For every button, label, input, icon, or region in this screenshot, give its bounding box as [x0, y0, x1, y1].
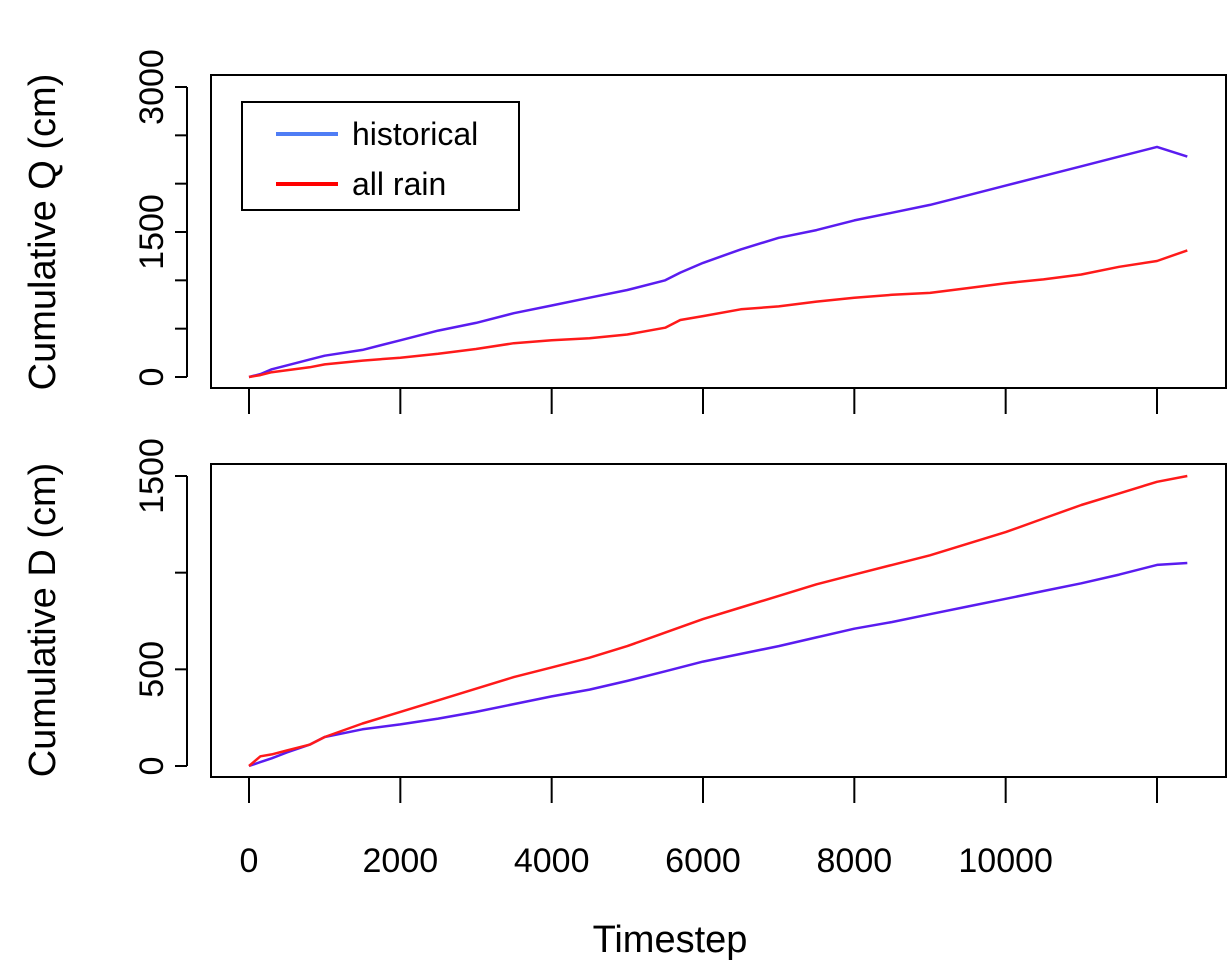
- series-line-historical: [248, 561, 1188, 768]
- x-tick-label: 8000: [817, 842, 893, 880]
- series-line-all-rain: [248, 249, 1188, 379]
- legend: historical all rain: [241, 101, 520, 211]
- top-panel: 0 1500 3000 Cumulative Q (cm) historical all …: [22, 49, 1227, 414]
- y-axis-title: Cumulative Q (cm): [22, 74, 64, 391]
- x-tick-label: 10000: [958, 842, 1053, 880]
- y-tick-label: 3000: [133, 49, 171, 125]
- series-line-all-rain: [248, 474, 1188, 767]
- x-tick-label: 4000: [514, 842, 590, 880]
- x-axis-title: Timestep: [593, 919, 748, 961]
- series-line-historical: [248, 145, 1188, 379]
- legend-label: historical: [352, 116, 478, 152]
- legend-box: [241, 101, 520, 211]
- bottom-panel: 0 500 1500 Cumulative D (cm) 0 2000 4000 6000 80…: [22, 438, 1227, 961]
- x-tick-label: 6000: [665, 842, 741, 880]
- x-tick-label: 2000: [363, 842, 439, 880]
- x-tick-label: 0: [240, 842, 259, 880]
- y-tick-label: 1500: [133, 438, 171, 514]
- y-tick-label: 0: [133, 757, 171, 776]
- y-axis-title: Cumulative D (cm): [22, 463, 64, 778]
- plot-frame: [210, 463, 1227, 778]
- y-tick-label: 500: [133, 641, 171, 698]
- y-tick-label: 1500: [133, 194, 171, 270]
- y-tick-label: 0: [133, 368, 171, 387]
- plot-frame: [210, 74, 1227, 389]
- legend-label: all rain: [352, 166, 446, 202]
